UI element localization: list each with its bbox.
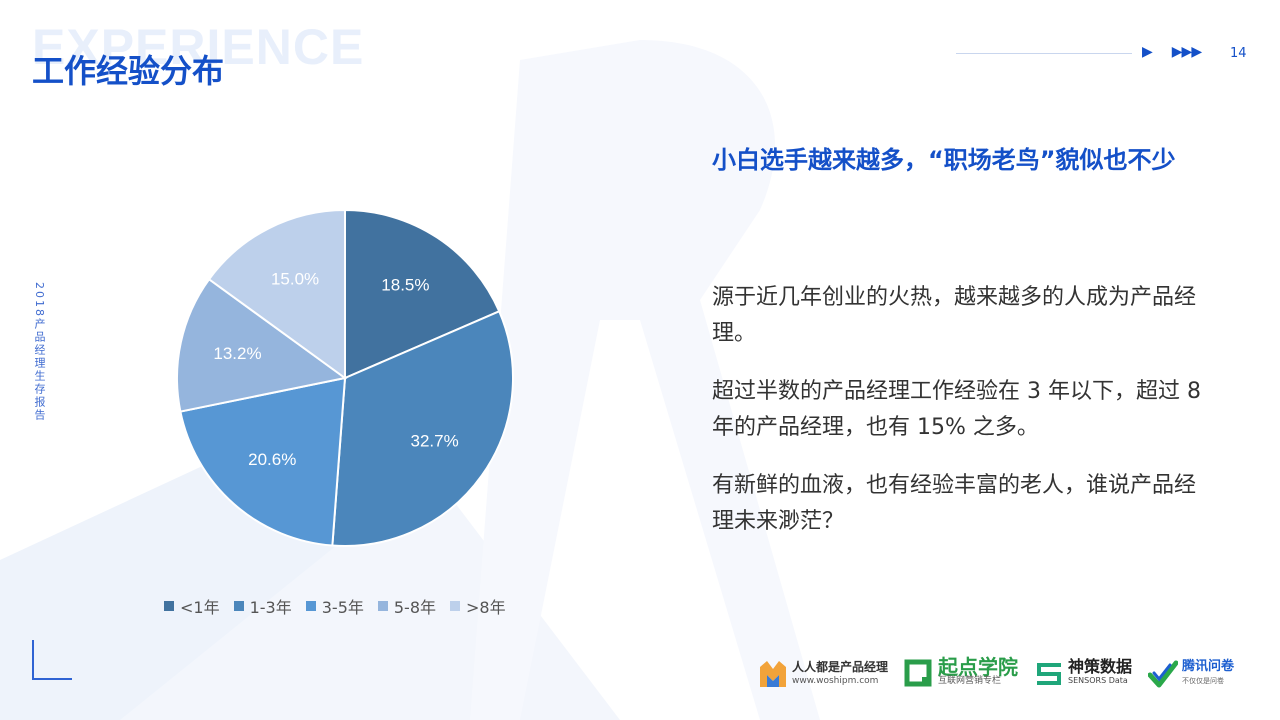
pie-slice-5 <box>207 208 346 380</box>
legend-label: 1-3年 <box>249 598 292 617</box>
sensors-mark-icon <box>1037 663 1062 685</box>
pie-label-1: 18.5% <box>381 276 429 295</box>
tencent-survey-name: 腾讯问卷 <box>1182 659 1235 674</box>
pie-label-3: 20.6% <box>248 450 296 469</box>
headline: 小白选手越来越多，“职场老鸟”貌似也不少 <box>712 146 1176 174</box>
pie-slice-2 <box>331 309 514 547</box>
paragraph-3: 有新鲜的血液，也有经验丰富的老人，谁说产品经理未来渺茫？ <box>712 473 1197 534</box>
logo-qidian: 起点学院 互联网营销专栏 <box>904 655 1019 689</box>
corner-bracket <box>32 640 72 680</box>
legend-swatch <box>305 601 316 611</box>
pie-label-4: 13.2% <box>213 344 261 363</box>
arrow-icon: ▶ <box>1142 44 1153 60</box>
arrow-icon: ▶▶▶ <box>1171 44 1202 60</box>
paragraph-1: 源于近几年创业的火热，越来越多的人成为产品经理。 <box>712 285 1197 346</box>
header-divider <box>956 53 1132 54</box>
woshipm-name: 人人都是产品经理 <box>792 660 889 674</box>
legend-swatch <box>233 601 244 611</box>
sensors-sub: SENSORS Data <box>1068 676 1128 685</box>
chart-legend: <1年 1-3年 3-5年 5-8年 >8年 <box>164 594 506 618</box>
tencent-survey-tagline: 不仅仅是问卷 <box>1182 677 1225 685</box>
woshipm-url: www.woshipm.com <box>792 676 879 686</box>
legend-label: 3-5年 <box>321 598 364 617</box>
watermark-text: EXPERIENCE <box>32 19 365 75</box>
legend-item-3: 3-5年 <box>305 594 364 618</box>
pie-label-2: 32.7% <box>410 431 458 450</box>
logo-tencent-survey: 腾讯问卷 不仅仅是问卷 <box>1148 659 1234 689</box>
paragraph-2: 超过半数的产品经理工作经验在 3 年以下，超过 8 年的产品经理，也有 15% … <box>712 379 1201 440</box>
page-number: 14 <box>1230 46 1247 61</box>
logo-sensors: 神策数据 SENSORS Data <box>1034 659 1132 689</box>
sensors-name: 神策数据 <box>1068 657 1133 676</box>
legend-item-2: 1-3年 <box>233 594 292 618</box>
pie-slice-4 <box>176 277 348 413</box>
qidian-name: 起点学院 <box>938 655 1019 679</box>
legend-item-5: >8年 <box>450 594 506 618</box>
legend-swatch <box>164 601 174 611</box>
legend-label: 5-8年 <box>393 598 437 617</box>
pie-chart: 18.5% 32.7% 20.6% 13.2% 15.0% <box>176 208 514 547</box>
side-label: 2018产品经理生存报告 <box>33 282 46 422</box>
woshipm-mark-icon <box>760 661 786 687</box>
logo-woshipm: 人人都是产品经理 www.woshipm.com <box>758 659 888 689</box>
pie-label-5: 15.0% <box>271 269 319 288</box>
page-title: 工作经验分布 <box>32 52 225 90</box>
pie-slice-1 <box>344 208 501 380</box>
legend-swatch <box>450 601 461 611</box>
legend-label: >8年 <box>466 598 506 617</box>
header-arrows: ▶ ▶▶▶ <box>1142 44 1202 60</box>
legend-swatch <box>377 601 388 611</box>
legend-item-1: <1年 <box>164 594 220 618</box>
legend-label: <1年 <box>180 598 220 617</box>
legend-item-4: 5-8年 <box>377 594 437 618</box>
qidian-mark-icon <box>904 659 932 687</box>
check-icon <box>1148 660 1179 688</box>
pie-slice-3 <box>179 376 347 547</box>
partner-logos: 人人都是产品经理 www.woshipm.com 起点学院 互联网营销专栏 神策… <box>758 656 1234 692</box>
qidian-tagline: 互联网营销专栏 <box>938 676 1002 686</box>
